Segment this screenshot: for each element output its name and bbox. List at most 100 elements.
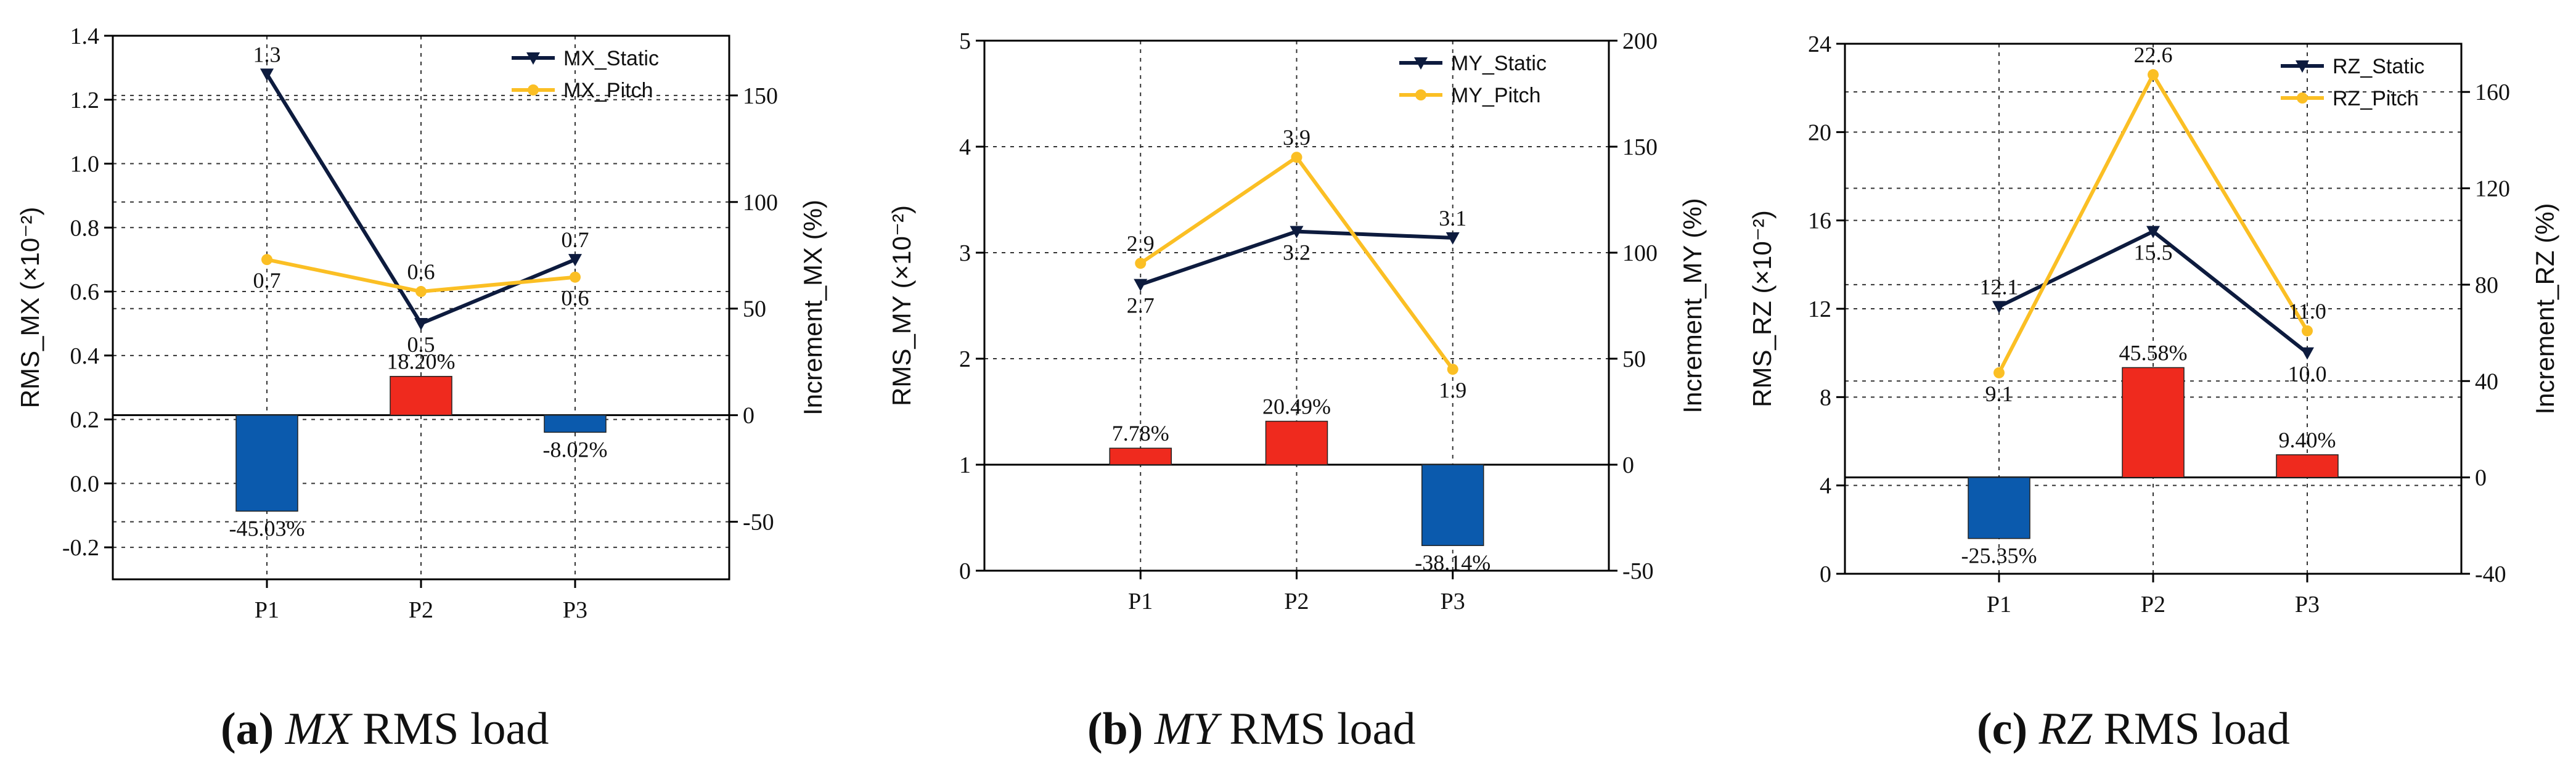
pitch-point-p2: [415, 286, 427, 298]
caption-letter: (a): [221, 704, 274, 754]
legend-pitch-marker: [528, 84, 539, 96]
caption-space: [1218, 704, 1230, 754]
increment-bar-p1: [235, 414, 298, 512]
series-label: 11.0: [2288, 299, 2326, 324]
series-label: 3.1: [1439, 206, 1466, 230]
legend-pitch-label: MX_Pitch: [563, 79, 653, 102]
left-tick-label: 1.2: [70, 88, 100, 113]
series-label: 22.6: [2134, 43, 2173, 67]
series-label: 10.0: [2288, 362, 2327, 386]
increment-bar-p3: [544, 414, 607, 433]
x-tick-label: P3: [2295, 592, 2320, 618]
legend-static-label: RZ_Static: [2333, 55, 2424, 78]
increment-label: 20.49%: [1262, 394, 1331, 419]
left-tick-label: 2: [959, 346, 971, 372]
static-point-p2: [414, 317, 428, 330]
right-tick-label: 0: [1622, 452, 1634, 478]
pitch-point-p1: [1135, 258, 1147, 269]
legend-static-label: MX_Static: [563, 47, 659, 70]
static-point-p1: [260, 68, 274, 81]
chart-panel-c: -25.35% 45.58% 9.40% 12.1 9.1 15.5 22.6 10.0 11.…: [1748, 31, 2559, 754]
right-tick-label: 120: [2475, 176, 2510, 202]
increment-bar-p3: [1421, 464, 1484, 546]
left-tick-label: 1.0: [70, 152, 100, 177]
increment-bar-p3: [2276, 454, 2339, 478]
increment-bar-p2: [390, 375, 452, 416]
x-tick-label: P2: [1284, 589, 1309, 614]
legend-pitch-label: MY_Pitch: [1451, 84, 1541, 107]
increment-label: 18.20%: [387, 349, 456, 374]
left-tick-label: 4: [1820, 473, 1831, 499]
static-point-p3: [568, 254, 582, 267]
caption-letter: (b): [1087, 704, 1143, 754]
legend-static-label: MY_Static: [1451, 52, 1547, 75]
pitch-point-p3: [1447, 364, 1458, 375]
chart-panel-a: -45.03% 18.20% -8.02% 1.3 0.7 0.5 0.6 0.7 0.6 -0.…: [15, 23, 827, 754]
pitch-point-p3: [2302, 325, 2313, 336]
left-tick-label: 20: [1808, 120, 1831, 145]
caption-variable: RZ: [2038, 704, 2093, 754]
legend-static-marker: [526, 52, 540, 65]
caption-letter: (c): [1977, 704, 2027, 754]
increment-label: -25.35%: [1961, 544, 2037, 568]
series-label: 2.7: [1127, 293, 1155, 318]
series-label: 1.9: [1439, 378, 1466, 402]
series-label: 0.6: [407, 259, 435, 284]
increment-bar-p2: [2122, 367, 2185, 478]
right-tick-label: 150: [1622, 134, 1658, 160]
x-tick-label: P2: [2141, 592, 2165, 618]
series-label: 12.1: [1980, 274, 2019, 299]
caption-rest: RMS load: [2104, 704, 2290, 754]
panel-caption: (c) RZ RMS load: [1977, 704, 2290, 754]
left-tick-label: 24: [1808, 31, 1831, 57]
series-label: 1.3: [253, 42, 281, 67]
left-tick-label: 4: [959, 134, 971, 160]
right-axis-title: Increment_MX (%): [798, 200, 827, 415]
chart-panel-b: 7.78%20.49%-38.14%2.72.9 3.23.93.11.90123…: [887, 28, 1707, 754]
left-tick-label: 1: [959, 452, 971, 478]
pitch-point-p1: [1993, 367, 2005, 378]
increment-bar-p1: [1968, 476, 2030, 539]
left-tick-label: 1.4: [70, 23, 100, 49]
panel-caption: (b) MY RMS load: [1087, 704, 1415, 754]
right-tick-label: 50: [1622, 346, 1646, 372]
right-tick-label: 100: [1622, 240, 1658, 266]
right-tick-label: 0: [743, 403, 754, 429]
right-tick-label: 0: [2475, 465, 2487, 491]
right-tick-label: -50: [743, 510, 774, 536]
pitch-point-p1: [261, 254, 272, 266]
right-tick-label: 50: [743, 296, 766, 322]
plot-frame: [112, 35, 730, 581]
legend-static-marker: [2296, 60, 2309, 73]
x-tick-label: P1: [1987, 592, 2011, 618]
left-tick-label: 3: [959, 240, 971, 266]
right-tick-label: 100: [743, 190, 778, 216]
left-tick-label: 12: [1808, 296, 1831, 322]
series-label: 0.7: [253, 268, 281, 293]
caption-variable: MY: [1154, 704, 1222, 754]
left-tick-label: 16: [1808, 208, 1831, 234]
caption-rest: RMS load: [1229, 704, 1415, 754]
caption-space: [2092, 704, 2104, 754]
static-point-p1: [1992, 301, 2006, 314]
increment-label: 45.58%: [2119, 340, 2188, 365]
panel-caption: (a) MX RMS load: [221, 704, 549, 754]
caption-space: [351, 704, 363, 754]
increment-bar-p1: [1109, 447, 1172, 465]
increment-bar-p2: [1265, 420, 1328, 465]
legend-pitch-marker: [1415, 89, 1426, 100]
legend-static-marker: [1414, 57, 1428, 70]
static-point-p2: [2146, 226, 2160, 239]
series-label: 0.7: [562, 227, 589, 252]
left-tick-label: 0.4: [70, 343, 100, 369]
series-line-rz_pitch: [1997, 73, 2309, 374]
x-tick-label: P3: [563, 597, 587, 623]
right-tick-label: 40: [2475, 369, 2498, 394]
left-axis-title: RMS_MX (×10⁻²): [15, 207, 44, 409]
pitch-point-p3: [570, 271, 581, 283]
x-tick-label: P2: [409, 597, 433, 623]
caption-rest: RMS load: [362, 704, 549, 754]
left-tick-label: 0.0: [70, 471, 100, 497]
increment-label: -45.03%: [229, 516, 305, 540]
